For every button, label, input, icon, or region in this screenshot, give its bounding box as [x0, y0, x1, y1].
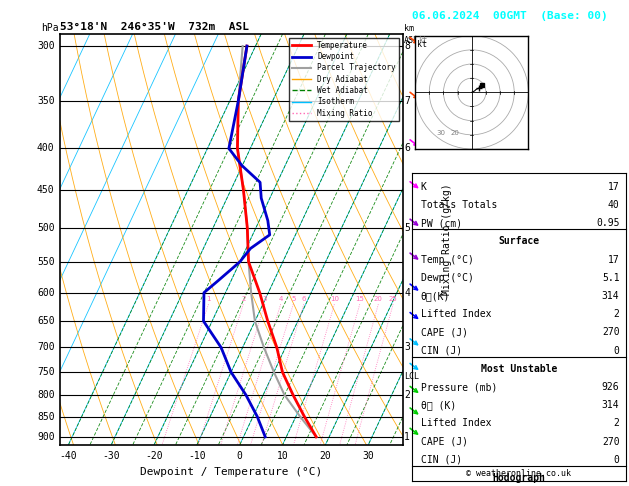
Text: 40: 40: [608, 200, 620, 210]
Text: Hodograph: Hodograph: [493, 473, 545, 483]
Text: 600: 600: [37, 288, 55, 297]
Text: Surface: Surface: [498, 236, 540, 246]
Text: θᴇ(K): θᴇ(K): [421, 291, 450, 301]
Text: 06.06.2024  00GMT  (Base: 00): 06.06.2024 00GMT (Base: 00): [412, 11, 608, 21]
Text: -40: -40: [60, 451, 77, 461]
Text: 800: 800: [37, 390, 55, 400]
Text: -20: -20: [145, 451, 163, 461]
Text: 700: 700: [37, 343, 55, 352]
Text: kt: kt: [418, 36, 427, 45]
Text: 926: 926: [602, 382, 620, 392]
Text: 2: 2: [613, 309, 620, 319]
Text: 1: 1: [206, 296, 211, 302]
Text: 4: 4: [279, 296, 283, 302]
Text: 550: 550: [37, 257, 55, 267]
Text: 270: 270: [602, 328, 620, 337]
Text: CAPE (J): CAPE (J): [421, 328, 467, 337]
Text: K: K: [421, 182, 426, 192]
Text: LCL: LCL: [404, 372, 420, 381]
Text: 2: 2: [404, 390, 410, 400]
Text: Dewpoint / Temperature (°C): Dewpoint / Temperature (°C): [140, 467, 322, 477]
Text: 4: 4: [404, 288, 410, 297]
Text: 1: 1: [404, 432, 410, 442]
Text: CIN (J): CIN (J): [421, 455, 462, 465]
Text: 8: 8: [404, 41, 410, 51]
Text: Mixing Ratio (g/kg): Mixing Ratio (g/kg): [442, 184, 452, 295]
Text: 20: 20: [450, 130, 459, 136]
Text: Temp (°C): Temp (°C): [421, 255, 474, 264]
Text: 30: 30: [437, 130, 445, 136]
Text: km: km: [404, 24, 415, 33]
Text: 850: 850: [37, 412, 55, 421]
Text: 6: 6: [301, 296, 306, 302]
Text: CIN (J): CIN (J): [421, 346, 462, 356]
Text: Dewp (°C): Dewp (°C): [421, 273, 474, 283]
Text: 10: 10: [330, 296, 339, 302]
Text: 17: 17: [608, 182, 620, 192]
Text: 750: 750: [37, 367, 55, 377]
Text: 400: 400: [37, 143, 55, 154]
Text: kt: kt: [418, 40, 427, 49]
Text: 20: 20: [374, 296, 383, 302]
Legend: Temperature, Dewpoint, Parcel Trajectory, Dry Adiabat, Wet Adiabat, Isotherm, Mi: Temperature, Dewpoint, Parcel Trajectory…: [289, 38, 399, 121]
Text: 53°18'N  246°35'W  732m  ASL: 53°18'N 246°35'W 732m ASL: [60, 22, 248, 32]
Text: 17: 17: [608, 255, 620, 264]
Text: Totals Totals: Totals Totals: [421, 200, 497, 210]
Text: θᴇ (K): θᴇ (K): [421, 400, 456, 410]
Text: © weatheronline.co.uk: © weatheronline.co.uk: [467, 469, 571, 478]
Text: -10: -10: [188, 451, 206, 461]
Text: Lifted Index: Lifted Index: [421, 418, 491, 429]
Text: 5.1: 5.1: [602, 273, 620, 283]
Text: 450: 450: [37, 185, 55, 195]
Text: 3: 3: [262, 296, 267, 302]
Text: 30: 30: [362, 451, 374, 461]
Text: 270: 270: [602, 437, 620, 447]
Text: 900: 900: [37, 432, 55, 442]
Text: 25: 25: [389, 296, 398, 302]
Text: 314: 314: [602, 400, 620, 410]
Text: -30: -30: [103, 451, 120, 461]
Text: Most Unstable: Most Unstable: [481, 364, 557, 374]
Text: 20: 20: [320, 451, 331, 461]
Text: PW (cm): PW (cm): [421, 218, 462, 228]
Text: 5: 5: [404, 223, 410, 233]
Text: CAPE (J): CAPE (J): [421, 437, 467, 447]
Text: 0: 0: [613, 346, 620, 356]
Text: Pressure (mb): Pressure (mb): [421, 382, 497, 392]
Text: 15: 15: [355, 296, 364, 302]
Text: 0: 0: [237, 451, 243, 461]
Text: ASL: ASL: [404, 36, 420, 45]
Text: 7: 7: [404, 96, 410, 106]
Text: 500: 500: [37, 223, 55, 233]
Text: 10: 10: [277, 451, 289, 461]
Text: hPa: hPa: [41, 23, 58, 33]
Text: 6: 6: [404, 143, 410, 154]
Text: 2: 2: [241, 296, 245, 302]
Text: 650: 650: [37, 316, 55, 326]
Text: 314: 314: [602, 291, 620, 301]
Text: 3: 3: [404, 343, 410, 352]
Text: 2: 2: [613, 418, 620, 429]
Text: 0.95: 0.95: [596, 218, 620, 228]
Text: 5: 5: [291, 296, 296, 302]
Text: 350: 350: [37, 96, 55, 106]
Text: 0: 0: [613, 455, 620, 465]
Text: Lifted Index: Lifted Index: [421, 309, 491, 319]
Text: 300: 300: [37, 41, 55, 51]
